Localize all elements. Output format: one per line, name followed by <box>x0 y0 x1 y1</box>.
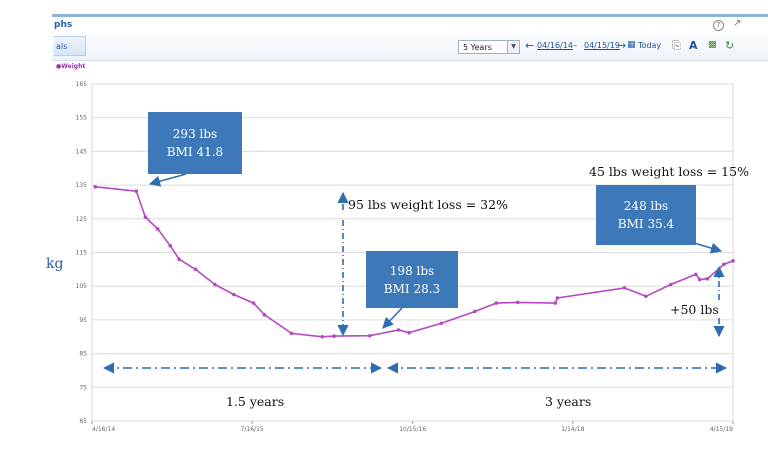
data-point <box>251 301 256 305</box>
data-point <box>396 328 401 332</box>
low-callout-pointer <box>382 307 403 329</box>
pin-icon[interactable]: ↗ <box>733 18 742 29</box>
data-point <box>439 321 444 326</box>
data-point <box>332 334 336 338</box>
period-1-label: 1.5 years <box>226 394 285 409</box>
start-weight-line1: 293 lbs <box>172 127 218 141</box>
data-point <box>555 296 560 300</box>
overall-loss-label: 45 lbs weight loss = 15% <box>589 164 749 179</box>
low-weight-callout: 198 lbs BMI 28.3 <box>366 251 458 308</box>
chart-legend[interactable]: ●Weight <box>56 63 86 70</box>
chevron-down-icon[interactable]: ▼ <box>507 41 519 53</box>
help-icon[interactable]: ? <box>713 20 724 31</box>
data-point <box>693 272 698 277</box>
x-tick-label: 4/16/14 <box>92 426 115 433</box>
y-tick-label: 125 <box>76 216 88 223</box>
range-select-value: 5 Years <box>463 43 492 52</box>
data-point <box>669 282 673 287</box>
x-tick-label: 10/15/16 <box>399 426 426 433</box>
data-point <box>143 215 148 219</box>
data-point <box>168 243 173 248</box>
legend-series-label: Weight <box>61 63 86 70</box>
panel-title: phs <box>54 20 73 30</box>
start-weight-callout: 293 lbs BMI 41.8 <box>148 112 242 174</box>
y-tick-label: 95 <box>79 317 87 324</box>
data-point <box>262 313 267 317</box>
end-weight-line2: BMI 35.4 <box>617 217 675 231</box>
data-point <box>622 286 627 290</box>
data-point <box>407 330 411 335</box>
data-point <box>177 257 181 262</box>
copy-icon[interactable]: ⎘ <box>672 39 681 52</box>
y-tick-label: 105 <box>76 283 88 290</box>
data-point <box>722 262 726 267</box>
y-tick-label: 145 <box>76 148 88 155</box>
data-point <box>134 189 139 193</box>
date-separator: – <box>573 41 577 50</box>
top-accent-bar <box>52 14 768 17</box>
end-weight-callout: 248 lbs BMI 35.4 <box>596 185 696 245</box>
data-point <box>644 294 648 299</box>
weight-loss-label: 95 lbs weight loss = 32% <box>348 197 508 212</box>
x-tick-label: 4/15/19 <box>710 426 733 433</box>
data-point <box>553 301 558 305</box>
y-tick-label: 165 <box>76 81 88 88</box>
y-tick-label: 85 <box>79 351 87 358</box>
y-tick-label: 65 <box>79 418 87 425</box>
regain-label: +50 lbs <box>670 302 719 317</box>
low-weight-line2: BMI 28.3 <box>383 281 441 296</box>
y-tick-label: 135 <box>76 182 88 189</box>
refresh-icon[interactable]: ↻ <box>725 39 735 52</box>
data-point <box>473 309 477 314</box>
data-point <box>494 301 499 305</box>
y-axis-unit-label: kg <box>46 256 64 272</box>
start-callout-pointer <box>148 173 187 187</box>
period-2-label: 3 years <box>545 394 592 409</box>
x-tick-label: 7/16/15 <box>241 426 264 433</box>
data-point <box>368 333 372 338</box>
data-point <box>697 277 702 282</box>
next-arrow-icon[interactable]: → <box>617 39 627 52</box>
data-point <box>232 292 236 297</box>
x-tick-label: 1/14/18 <box>561 426 584 433</box>
data-point <box>93 184 97 189</box>
start-weight-line2: BMI 41.8 <box>166 145 224 159</box>
prev-arrow-icon[interactable]: ← <box>525 39 535 52</box>
data-point <box>155 227 160 231</box>
data-point <box>705 276 710 281</box>
low-weight-line1: 198 lbs <box>389 263 435 278</box>
today-button[interactable]: Today <box>638 41 662 50</box>
end-date-link[interactable]: 04/15/19 <box>584 41 620 50</box>
tab-goals[interactable]: als <box>54 36 86 56</box>
data-point <box>213 282 217 287</box>
data-point <box>193 267 198 272</box>
y-tick-label: 115 <box>76 250 88 257</box>
data-point <box>289 331 294 336</box>
grid-icon[interactable]: ▩ <box>708 40 717 50</box>
range-select[interactable]: 5 Years ▼ <box>458 40 520 54</box>
calendar-icon[interactable]: ▦ <box>627 40 636 50</box>
toolbar <box>52 34 768 61</box>
data-point <box>731 259 735 263</box>
font-icon[interactable]: A <box>689 39 698 52</box>
y-tick-label: 75 <box>79 384 87 391</box>
data-point <box>320 334 325 339</box>
end-weight-line1: 248 lbs <box>623 199 669 213</box>
start-date-link[interactable]: 04/16/14 <box>537 41 573 50</box>
y-tick-label: 155 <box>76 115 88 122</box>
data-point <box>515 300 520 305</box>
